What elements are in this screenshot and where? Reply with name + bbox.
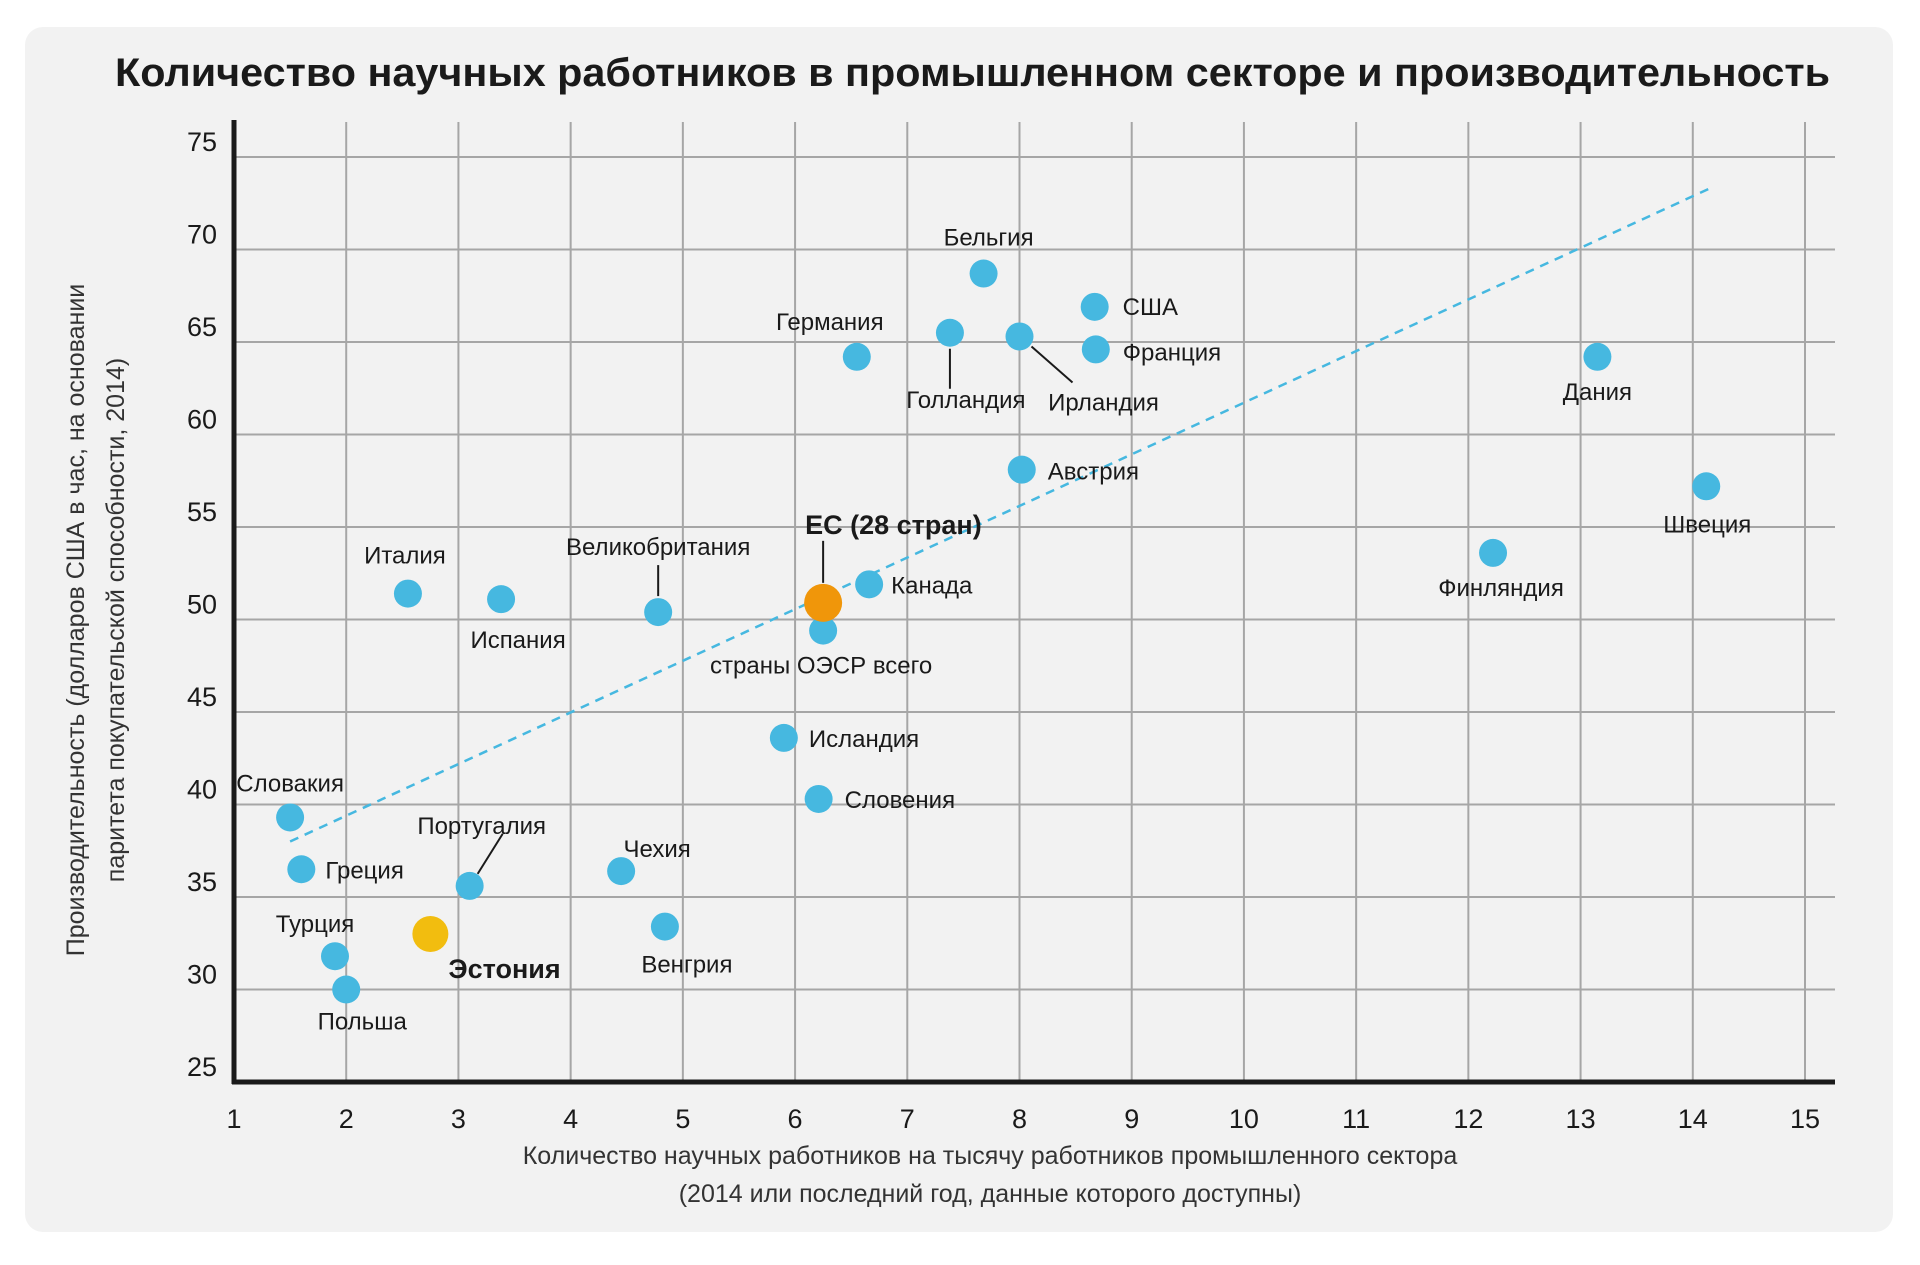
data-points: [276, 259, 1721, 1004]
point-label: Польша: [318, 1009, 408, 1036]
data-point: [1005, 322, 1034, 351]
x-tick-label: 11: [1342, 1104, 1370, 1134]
data-point: [935, 318, 964, 347]
point-label: Испания: [470, 627, 565, 654]
point-label: ЕС (28 стран): [805, 510, 982, 540]
data-point: [650, 912, 679, 941]
data-point: [607, 857, 636, 886]
x-tick-label: 9: [1124, 1104, 1139, 1134]
point-labels: Словакия Греция Турция Польша Эстония Португа…: [236, 225, 1751, 1036]
point-label: Франция: [1123, 339, 1221, 366]
data-point: [842, 342, 871, 371]
x-tick-label: 5: [675, 1104, 690, 1134]
data-point: [455, 871, 484, 900]
x-tick-labels: 1 2 3 4 5 6 7 8 9 10 11 12 13 14 15: [226, 1104, 1820, 1134]
grid: [234, 122, 1835, 1082]
point-label: США: [1123, 294, 1178, 321]
data-point: [1080, 292, 1109, 321]
point-label: Венгрия: [641, 952, 732, 979]
y-tick-label: 45: [187, 682, 217, 712]
point-label: Греция: [325, 857, 404, 884]
point-label: Португалия: [417, 813, 546, 840]
chart-title: Количество научных работников в промышле…: [115, 51, 1830, 95]
point-label: Австрия: [1048, 459, 1139, 486]
point-label: Швеция: [1663, 511, 1751, 538]
point-label: страны ОЭСР всего: [710, 653, 932, 680]
x-tick-label: 8: [1012, 1104, 1027, 1134]
point-label: Финляндия: [1438, 575, 1564, 602]
point-label: Исландия: [809, 726, 919, 753]
y-tick-label: 55: [187, 497, 217, 527]
x-tick-label: 14: [1678, 1104, 1708, 1134]
x-tick-label: 6: [788, 1104, 803, 1134]
chart-panel: [25, 27, 1893, 1232]
point-label: Словения: [845, 787, 955, 814]
y-tick-label: 25: [187, 1052, 217, 1082]
y-tick-label: 60: [187, 405, 217, 435]
point-label: Чехия: [624, 836, 691, 863]
point-label: Дания: [1563, 379, 1632, 406]
x-axis-label-line-1: Количество научных работников на тысячу …: [523, 1142, 1458, 1170]
data-point: [332, 975, 361, 1004]
x-tick-label: 2: [339, 1104, 354, 1134]
data-point: [1479, 538, 1508, 567]
data-point: [487, 585, 516, 614]
point-label: Великобритания: [566, 534, 750, 561]
y-tick-label: 70: [187, 220, 217, 250]
data-point: [1583, 342, 1612, 371]
x-tick-label: 3: [451, 1104, 466, 1134]
x-tick-label: 12: [1453, 1104, 1483, 1134]
data-point: [1081, 335, 1110, 364]
data-point: [1007, 455, 1036, 484]
y-tick-labels: 25 30 35 40 45 50 55 60 65 70 75: [187, 127, 217, 1082]
data-point: [804, 784, 833, 813]
data-point: [393, 579, 422, 608]
x-tick-label: 13: [1566, 1104, 1596, 1134]
point-label: Голландия: [906, 387, 1025, 414]
leader-lines: [476, 345, 1074, 875]
trendline: [289, 187, 1711, 843]
y-tick-label: 75: [187, 127, 217, 157]
x-tick-label: 10: [1229, 1104, 1259, 1134]
x-tick-label: 15: [1790, 1104, 1820, 1134]
x-tick-label: 1: [226, 1104, 241, 1134]
x-axis-label-line-2: (2014 или последний год, данные которого…: [679, 1180, 1302, 1208]
y-axis-label-line-1: Производительность (долларов США в час, …: [62, 284, 90, 957]
data-point: [804, 583, 843, 622]
data-point: [287, 855, 316, 884]
y-tick-label: 40: [187, 775, 217, 805]
y-axis-label-line-2: паритета покупательской способности, 201…: [102, 358, 130, 882]
point-label: Эстония: [448, 954, 560, 984]
data-point: [320, 942, 349, 971]
point-label: Германия: [776, 309, 884, 336]
y-tick-label: 50: [187, 590, 217, 620]
point-label: Бельгия: [944, 225, 1034, 252]
point-label: Ирландия: [1048, 389, 1159, 416]
leader-line: [1030, 345, 1074, 384]
data-point: [276, 803, 305, 832]
x-tick-label: 7: [900, 1104, 915, 1134]
y-tick-label: 30: [187, 960, 217, 990]
y-tick-label: 65: [187, 312, 217, 342]
leader-line: [476, 833, 504, 875]
data-point: [644, 598, 673, 627]
x-tick-label: 4: [563, 1104, 578, 1134]
data-point: [969, 259, 998, 288]
point-label: Канада: [891, 572, 973, 599]
point-label: Словакия: [236, 770, 344, 797]
data-point: [769, 723, 798, 752]
data-point: [1692, 472, 1721, 501]
point-label: Италия: [364, 543, 446, 570]
trendline-path: [289, 187, 1711, 843]
data-point: [809, 616, 838, 645]
point-label: Турция: [276, 911, 355, 938]
data-point: [855, 570, 884, 599]
axes: [231, 120, 1835, 1085]
y-tick-label: 35: [187, 867, 217, 897]
data-point: [412, 916, 449, 952]
